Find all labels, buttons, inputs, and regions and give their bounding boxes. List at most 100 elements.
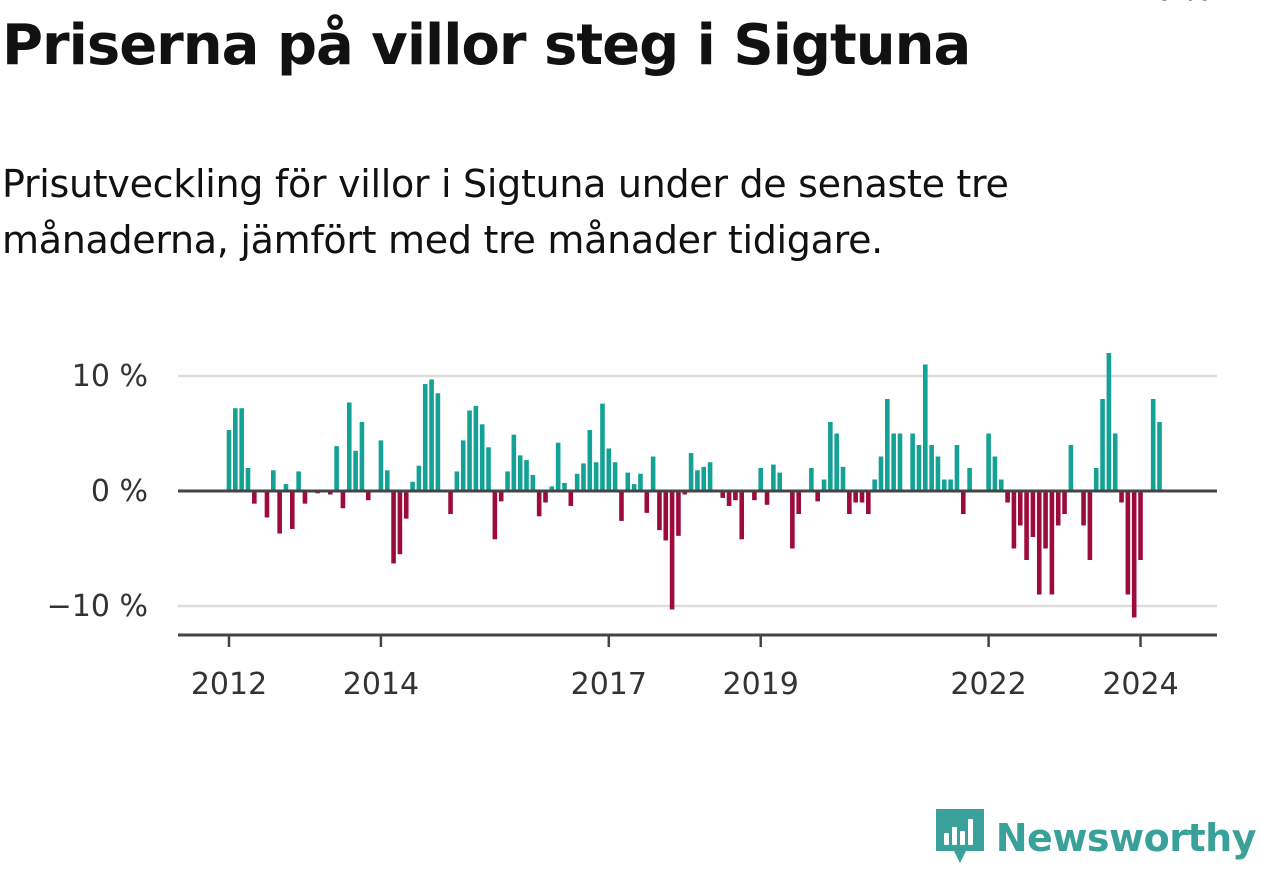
- brand-name: Newsworthy: [995, 816, 1257, 860]
- bar-positive: [916, 445, 922, 491]
- bar-positive: [1068, 445, 1074, 491]
- bar-positive: [809, 468, 814, 491]
- bar-negative: [1119, 491, 1124, 503]
- bar-positive: [359, 422, 365, 491]
- bar-negative: [1005, 491, 1010, 503]
- bar-negative: [1030, 491, 1036, 537]
- bar-positive: [1100, 399, 1105, 491]
- bar-positive: [454, 471, 460, 491]
- axes: [178, 489, 1217, 647]
- bar-negative: [790, 491, 795, 549]
- bar-negative: [1087, 491, 1093, 560]
- bar-positive: [574, 473, 580, 491]
- bar-positive: [233, 408, 238, 491]
- bar-positive: [967, 468, 972, 491]
- bar-negative: [543, 491, 548, 503]
- bar-positive: [954, 445, 960, 491]
- bar-positive: [226, 430, 232, 491]
- bar-positive: [935, 456, 941, 491]
- bar-negative: [1062, 491, 1067, 514]
- bar-positive: [384, 470, 390, 491]
- bar-negative: [264, 491, 270, 518]
- bar-positive: [828, 422, 833, 491]
- bar-positive: [562, 482, 567, 491]
- bar-negative: [726, 491, 732, 506]
- bar-negative: [1017, 491, 1023, 526]
- bar-negative: [1138, 491, 1143, 560]
- bar-positive: [948, 479, 953, 491]
- bar-negative: [663, 491, 669, 541]
- bar-positive: [296, 471, 301, 491]
- bar-negative: [1011, 491, 1017, 549]
- bar-negative: [365, 491, 371, 501]
- bar-positive: [524, 459, 529, 491]
- bar-positive: [878, 456, 884, 491]
- bar-positive: [593, 462, 599, 491]
- bar-negative: [853, 491, 858, 503]
- bar-series: [226, 353, 1162, 618]
- bar-negative: [1125, 491, 1131, 595]
- bar-positive: [505, 471, 510, 491]
- bar-positive: [511, 434, 517, 491]
- bar-positive: [777, 472, 783, 491]
- bar-negative: [847, 491, 852, 514]
- bar-positive: [416, 465, 422, 491]
- bar-positive: [941, 479, 947, 491]
- bar-positive: [707, 462, 713, 491]
- bar-positive: [1106, 353, 1112, 491]
- bar-negative: [1024, 491, 1029, 560]
- bar-positive: [283, 484, 289, 491]
- bar-positive: [840, 466, 846, 491]
- bar-negative: [720, 491, 726, 498]
- bar-negative: [1049, 491, 1055, 595]
- bar-negative: [1131, 491, 1137, 618]
- bar-negative: [252, 491, 257, 504]
- bar-positive: [517, 455, 523, 491]
- bar-positive: [998, 479, 1004, 491]
- bar-positive: [638, 473, 643, 491]
- bar-chart: 10 % 0 % −10 % 2012 2014 2017 2019 2022 2024 6 %: [47, 0, 1217, 702]
- bar-positive: [771, 464, 776, 491]
- bar-positive: [929, 445, 934, 491]
- chart-title: Priserna på villor steg i Sigtuna: [2, 13, 971, 78]
- bar-negative: [568, 491, 574, 506]
- bar-positive: [872, 479, 877, 491]
- bar-positive: [460, 440, 466, 491]
- bar-negative: [676, 491, 681, 536]
- x-tick-label: 2017: [571, 667, 647, 702]
- bar-negative: [733, 491, 738, 501]
- bar-positive: [910, 433, 915, 491]
- bar-positive: [885, 399, 890, 491]
- bar-positive: [992, 456, 998, 491]
- bar-positive: [986, 433, 991, 491]
- bar-negative: [397, 491, 403, 555]
- y-tick-label: −10 %: [47, 589, 148, 624]
- bar-positive: [834, 433, 839, 491]
- bar-positive: [555, 442, 561, 491]
- bar-negative: [1081, 491, 1086, 526]
- bar-positive: [467, 410, 472, 491]
- bar-negative: [1055, 491, 1061, 526]
- bar-negative: [391, 491, 396, 564]
- bar-positive: [435, 393, 441, 491]
- bar-positive: [701, 466, 707, 491]
- bar-positive: [530, 474, 536, 491]
- bar-positive: [346, 402, 352, 491]
- bar-negative: [644, 491, 650, 513]
- bar-negative: [669, 491, 675, 610]
- bar-positive: [581, 463, 586, 491]
- x-tick-label: 2022: [950, 667, 1026, 702]
- x-tick-label: 2012: [191, 667, 267, 702]
- bar-positive: [334, 446, 339, 491]
- chart-subtitle: Prisutveckling för villor i Sigtuna unde…: [2, 162, 1009, 262]
- bar-negative: [682, 491, 688, 495]
- bar-negative: [498, 491, 504, 502]
- bar-positive: [695, 470, 700, 491]
- bar-positive: [1093, 468, 1099, 491]
- bar-negative: [448, 491, 453, 514]
- bar-positive: [625, 472, 631, 491]
- bar-positive: [891, 433, 896, 491]
- bar-positive: [631, 484, 637, 491]
- end-value-label: 6 %: [1154, 0, 1211, 8]
- bar-positive: [612, 462, 618, 491]
